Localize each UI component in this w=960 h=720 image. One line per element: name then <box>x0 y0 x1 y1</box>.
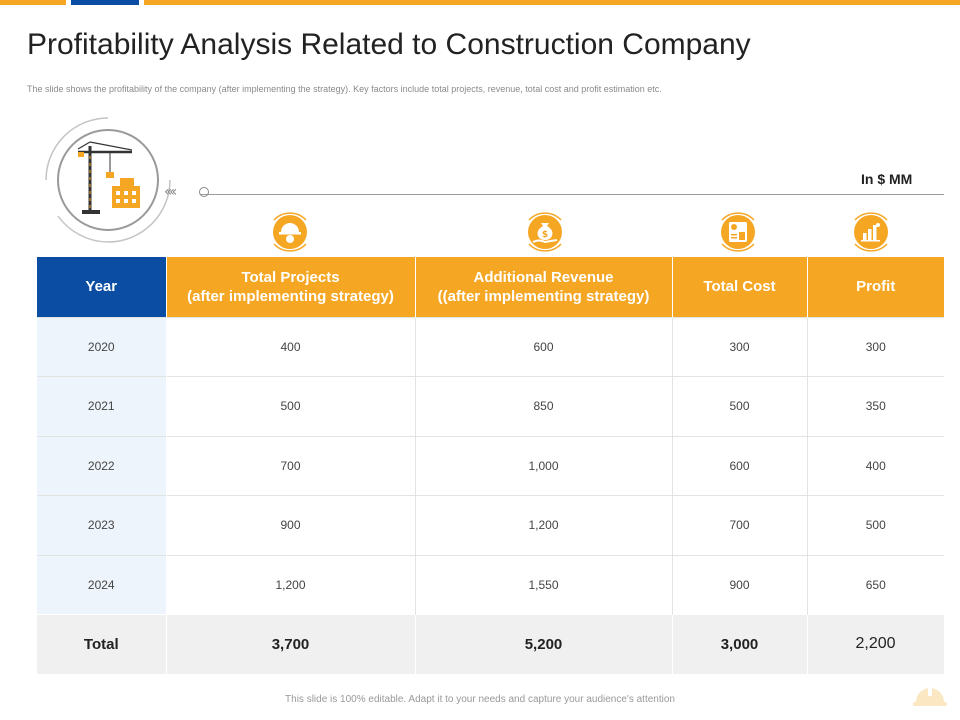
helmet-watermark-icon <box>913 686 947 706</box>
cell-profit: 350 <box>807 376 944 436</box>
cell-projects: 400 <box>166 316 416 377</box>
unit-label: In $ MM <box>861 171 913 187</box>
cell-total-projects: 3,700 <box>166 614 416 674</box>
cell-projects: 700 <box>166 435 416 496</box>
money-bag-hand-icon: $ <box>528 212 562 252</box>
top-accent-bar-orange-left <box>0 0 66 5</box>
table-row: 2024 1,200 1,550 900 650 <box>37 554 944 615</box>
cell-total-revenue: 5,200 <box>415 614 673 674</box>
header-additional-revenue-line2: ((after implementing strategy) <box>437 287 650 305</box>
page-subtitle: The slide shows the profitability of the… <box>27 84 662 94</box>
cell-profit: 650 <box>807 554 944 615</box>
cell-revenue: 1,200 <box>415 495 673 555</box>
cell-year: 2024 <box>37 554 167 615</box>
cell-total-profit: 2,200 <box>807 614 945 674</box>
cell-cost: 600 <box>672 435 808 496</box>
cell-profit: 400 <box>807 435 944 496</box>
cell-cost: 500 <box>672 376 808 436</box>
cell-year: 2020 <box>37 316 167 377</box>
bar-chart-growth-icon <box>854 212 888 252</box>
cell-total-cost: 3,000 <box>672 614 808 674</box>
cell-profit: 300 <box>807 316 944 377</box>
header-total-projects-line2: (after implementing strategy) <box>187 287 394 305</box>
cell-projects: 500 <box>166 376 416 436</box>
svg-text:$: $ <box>542 230 548 240</box>
table-row: 2020 400 600 300 300 <box>37 316 944 377</box>
table-row: 2022 700 1,000 600 400 <box>37 435 944 496</box>
table-header-row: Year Total Projects (after implementing … <box>37 257 944 317</box>
top-accent-bar-orange-right <box>144 0 960 5</box>
table-row: 2023 900 1,200 700 500 <box>37 495 944 555</box>
cell-year: 2022 <box>37 435 167 496</box>
cell-cost: 900 <box>672 554 808 615</box>
top-accent-bar-blue <box>71 0 139 5</box>
worker-helmet-icon <box>273 212 307 252</box>
profitability-table: Year Total Projects (after implementing … <box>37 257 945 674</box>
header-profit: Profit <box>807 257 944 317</box>
cell-profit: 500 <box>807 495 944 555</box>
cell-cost: 700 <box>672 495 808 555</box>
header-total-projects-line1: Total Projects <box>241 268 340 286</box>
header-additional-revenue: Additional Revenue ((after implementing … <box>415 257 673 317</box>
timeline-dot <box>199 187 209 197</box>
chevrons-left-icon: ‹‹‹‹ <box>164 184 178 200</box>
footer-note: This slide is 100% editable. Adapt it to… <box>285 694 675 705</box>
header-additional-revenue-line1: Additional Revenue <box>473 268 614 286</box>
cell-total-label: Total <box>37 614 167 674</box>
cell-revenue: 850 <box>415 376 673 436</box>
page-title: Profitability Analysis Related to Constr… <box>27 28 751 61</box>
table-total-row: Total 3,700 5,200 3,000 2,200 <box>37 614 945 674</box>
table-row: 2021 500 850 500 350 <box>37 376 944 436</box>
crane-building-icon <box>45 117 171 243</box>
cell-revenue: 1,550 <box>415 554 673 615</box>
header-total-cost: Total Cost <box>672 257 808 317</box>
calculator-document-icon <box>721 212 755 252</box>
timeline-line <box>200 194 944 195</box>
cell-revenue: 600 <box>415 316 673 377</box>
cell-projects: 900 <box>166 495 416 555</box>
header-year: Year <box>37 257 167 317</box>
cell-cost: 300 <box>672 316 808 377</box>
cell-revenue: 1,000 <box>415 435 673 496</box>
header-total-projects: Total Projects (after implementing strat… <box>166 257 416 317</box>
cell-year: 2021 <box>37 376 167 436</box>
cell-projects: 1,200 <box>166 554 416 615</box>
cell-year: 2023 <box>37 495 167 555</box>
